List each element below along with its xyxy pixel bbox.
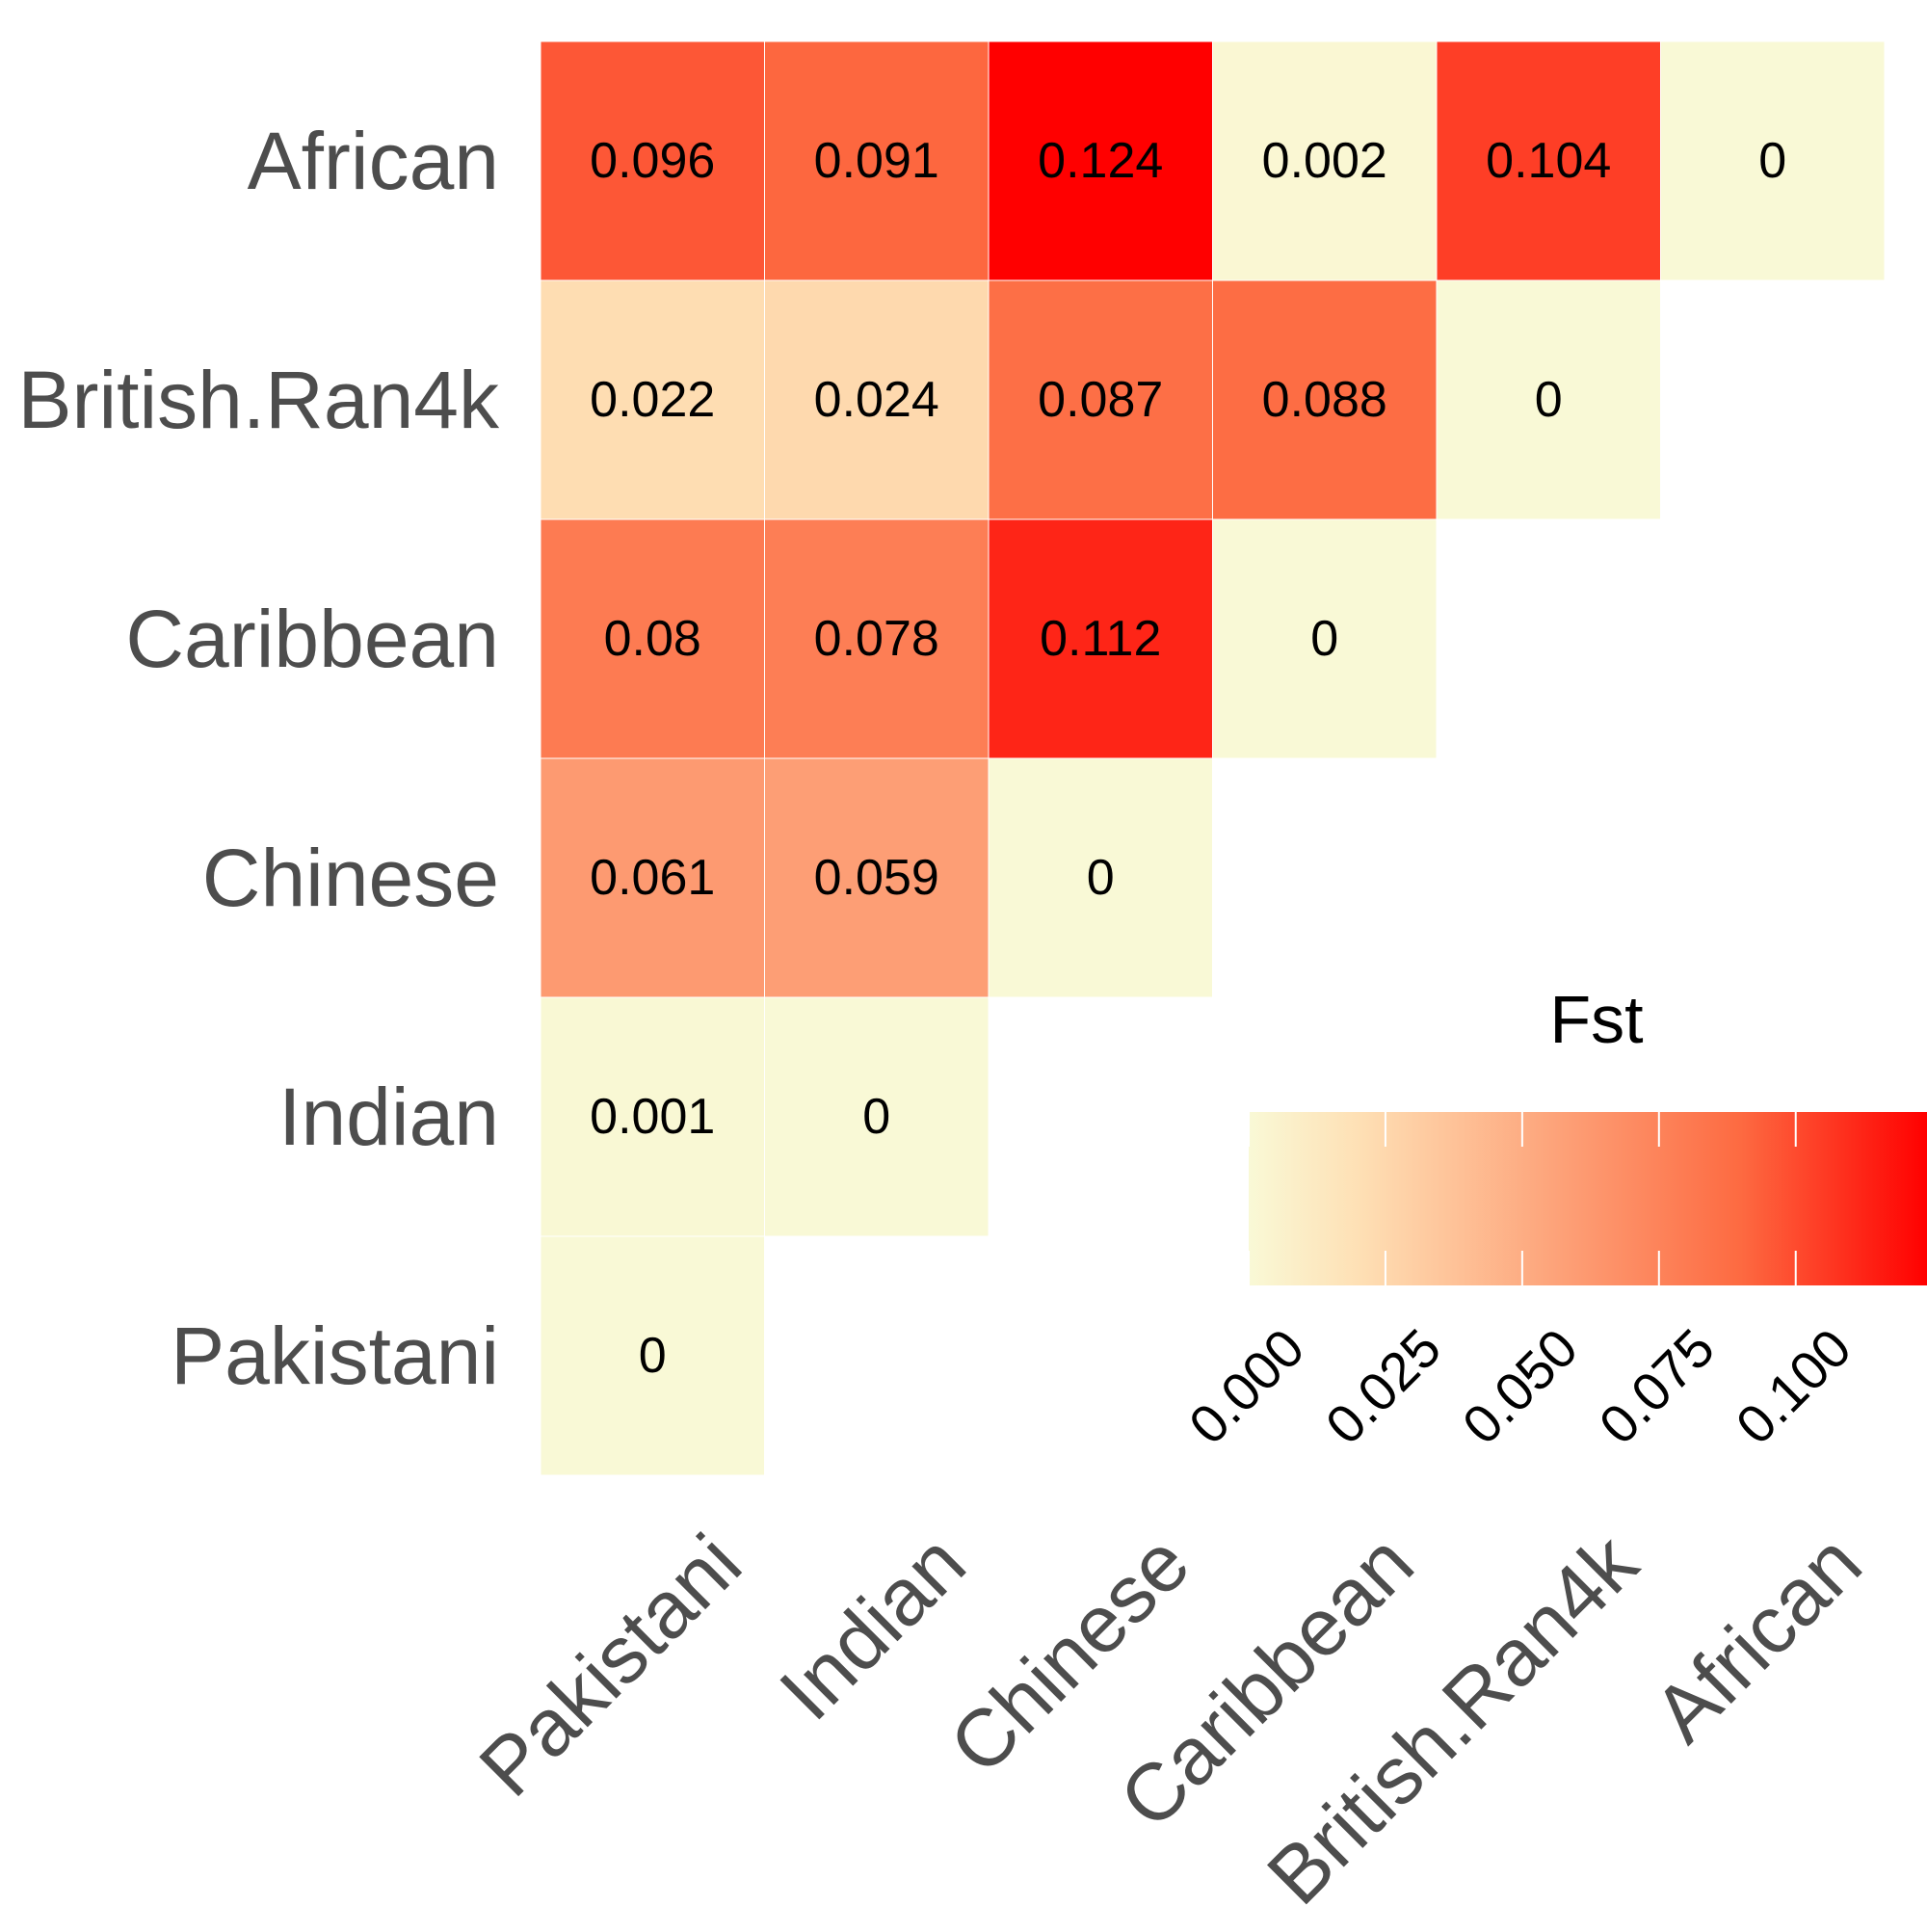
cell-value-label: 0.124: [1038, 133, 1163, 189]
cell-value-label: 0.087: [1038, 372, 1163, 428]
y-tick-label-caribbean: Caribbean: [125, 594, 499, 684]
x-tick-label-pakistani: Pakistani: [462, 1517, 757, 1813]
cell-value-label: 0.022: [590, 372, 715, 428]
x-axis-labels: Pakistani IndianChineseCaribbeanBritish.R…: [462, 1517, 1878, 1921]
cell-value-label: 0: [639, 1328, 667, 1384]
heatmap-cell-pakistani-african: [540, 40, 765, 281]
y-axis-labels: Pakistani Indian Chinese Caribbean British.R…: [17, 116, 500, 1401]
cell-value-label: 0.061: [590, 850, 715, 906]
heatmap-cell-indian-caribbean: [764, 518, 990, 759]
heatmap-cell-chinese-british-ran4k: [988, 279, 1213, 520]
legend-tick-label: 0.000: [1177, 1317, 1316, 1456]
cell-value-label: 0: [1087, 850, 1115, 906]
heatmap-cell-chinese-chinese: [988, 757, 1213, 998]
legend-tick-label: 0.025: [1314, 1317, 1453, 1456]
heatmap-cell-pakistani-indian: [540, 996, 765, 1237]
x-tick-label-indian: Indian: [762, 1517, 982, 1736]
y-tick-label-pakistani: Pakistani: [171, 1310, 499, 1401]
heatmap-cells: [540, 40, 1886, 1476]
y-tick-label-chinese: Chinese: [202, 833, 499, 923]
legend-colorbar: [1249, 1112, 1927, 1285]
heatmap-cell-indian-african: [764, 40, 990, 281]
cell-value-label: 0.001: [590, 1089, 715, 1145]
legend-tick-label: 0.100: [1724, 1317, 1862, 1456]
heatmap-cell-pakistani-chinese: [540, 757, 765, 998]
cell-value-label: 0: [862, 1089, 890, 1145]
x-tick-label-african: African: [1636, 1517, 1878, 1759]
cell-value-label: 0.024: [814, 372, 939, 428]
cell-value-label: 0.112: [1040, 611, 1161, 667]
cell-value-label: 0.088: [1262, 372, 1387, 428]
heatmap-cell-british-ran4k-british-ran4k: [1436, 279, 1661, 520]
heatmap-cell-chinese-caribbean: [988, 518, 1213, 759]
heatmap-cell-caribbean-caribbean: [1212, 518, 1438, 759]
legend-tick-label: 0.075: [1587, 1317, 1726, 1456]
cell-value-label: 0.104: [1486, 133, 1611, 189]
heatmap-cell-british-ran4k-african: [1436, 40, 1661, 281]
legend-title: Fst: [1549, 982, 1643, 1057]
y-tick-label-african: African: [248, 116, 499, 206]
y-tick-label-indian: Indian: [278, 1072, 499, 1162]
cell-value-label: 0: [1758, 133, 1786, 189]
cell-value-label: 0.091: [814, 133, 939, 189]
heatmap-cell-caribbean-african: [1212, 40, 1438, 281]
cell-value-label: 0: [1535, 372, 1563, 428]
heatmap-cell-indian-chinese: [764, 757, 990, 998]
heatmap-cell-pakistani-caribbean: [540, 518, 765, 759]
heatmap-cell-african-african: [1660, 40, 1886, 281]
cell-value-label: 0.08: [604, 611, 701, 667]
heatmap-cell-chinese-african: [988, 40, 1213, 281]
cell-value-label: 0.059: [814, 850, 939, 906]
cell-value-label: 0.096: [590, 133, 715, 189]
cell-value-label: 0.078: [814, 611, 939, 667]
cell-value-label: 0.002: [1262, 133, 1387, 189]
y-tick-label-british-ran4k: British.Ran4k: [17, 355, 500, 445]
cell-value-label: 0: [1310, 611, 1338, 667]
heatmap-cell-labels: 0 0.001 0 0.061 0.059 0 0.08 0.078 0.112 0 0.022 0.…: [590, 133, 1786, 1384]
heatmap-cell-pakistani-pakistani: [540, 1235, 765, 1476]
heatmap-cell-indian-british-ran4k: [764, 279, 990, 520]
legend-tick-label: 0.050: [1451, 1317, 1590, 1456]
